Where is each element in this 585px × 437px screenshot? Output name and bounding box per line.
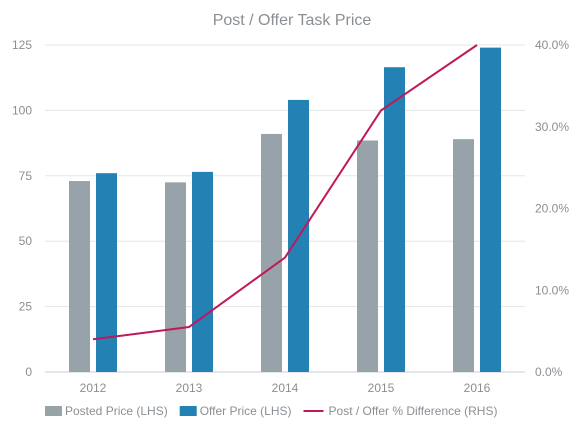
bar-posted-2012	[69, 181, 90, 372]
right-tick-label: 10.0%	[535, 283, 569, 297]
legend-label: Posted Price (LHS)	[65, 404, 168, 418]
x-tick-label: 2016	[464, 381, 491, 395]
left-tick-label: 0	[25, 365, 32, 379]
left-axis: 0 25 50 75 100 125	[12, 38, 32, 379]
bar-posted-2016	[453, 139, 474, 372]
x-tick-label: 2012	[80, 381, 107, 395]
right-tick-label: 30.0%	[535, 120, 569, 134]
right-tick-label: 20.0%	[535, 202, 569, 216]
bar-offer-2016	[480, 47, 501, 373]
difference-line-layer	[92, 44, 478, 341]
bar-offer-2013	[192, 171, 213, 372]
bar-offer-2012	[96, 173, 117, 372]
right-axis: 0.0% 10.0% 20.0% 30.0% 40.0%	[535, 38, 569, 379]
right-tick-label: 0.0%	[535, 365, 563, 379]
left-tick-label: 75	[19, 169, 33, 183]
gridlines	[45, 44, 525, 373]
difference-line	[92, 44, 478, 341]
legend-label: Post / Offer % Difference (RHS)	[329, 404, 498, 418]
bar-offer-2015	[384, 67, 405, 373]
right-tick-label: 40.0%	[535, 38, 569, 52]
bar-posted-2014	[261, 133, 282, 372]
x-tick-label: 2013	[176, 381, 203, 395]
legend-swatch	[45, 406, 62, 416]
chart-title: Post / Offer Task Price	[213, 12, 372, 29]
legend-swatch	[179, 406, 197, 416]
x-axis: 2012 2013 2014 2015 2016	[80, 381, 491, 395]
x-tick-label: 2015	[368, 381, 395, 395]
left-tick-label: 100	[12, 103, 32, 117]
left-tick-label: 125	[12, 38, 32, 52]
bars	[69, 47, 501, 373]
legend: Posted Price (LHS) Offer Price (LHS) Post …	[45, 404, 497, 418]
x-tick-label: 2014	[272, 381, 299, 395]
left-tick-label: 50	[19, 234, 33, 248]
legend-label: Offer Price (LHS)	[200, 404, 292, 418]
bar-posted-2013	[165, 182, 186, 372]
bar-posted-2015	[357, 140, 378, 372]
left-tick-label: 25	[19, 300, 33, 314]
